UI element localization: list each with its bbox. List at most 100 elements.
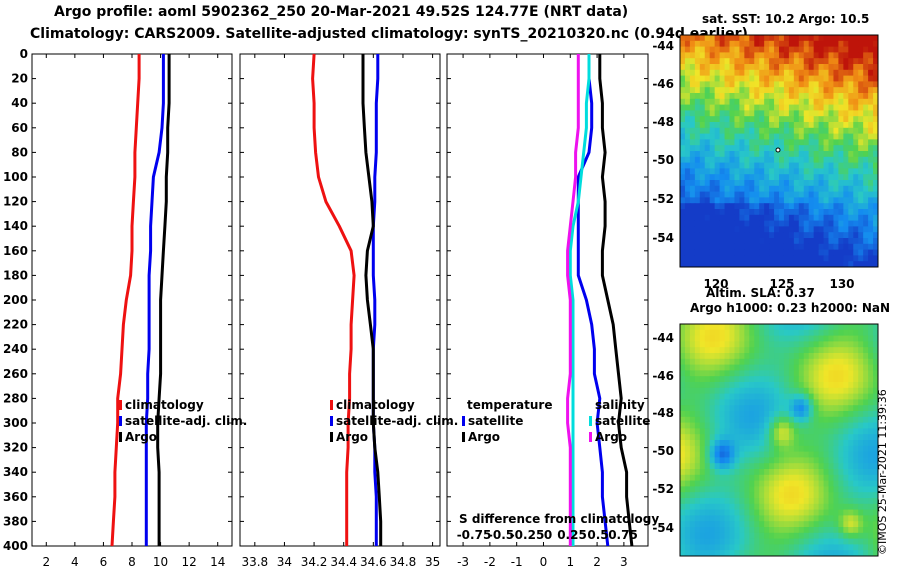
map-cell <box>833 463 839 470</box>
map-cell <box>769 527 775 534</box>
map-cell <box>873 370 879 377</box>
map-cell <box>873 457 879 464</box>
map-cell <box>744 87 750 94</box>
map-cell <box>734 324 740 331</box>
map-cell <box>739 411 745 418</box>
map-cell <box>818 127 825 135</box>
map-cell <box>709 191 716 198</box>
map-cell <box>694 52 701 59</box>
map-cell <box>828 515 834 522</box>
map-cell <box>853 174 859 181</box>
map-cell <box>848 87 854 94</box>
map-cell <box>828 445 834 453</box>
map-cell <box>719 98 726 106</box>
map-cell <box>759 324 765 331</box>
map-cell <box>739 329 745 337</box>
map-cell <box>704 52 711 59</box>
map-cell <box>813 255 820 262</box>
map-cell <box>779 457 785 464</box>
y-tick-label: 40 <box>11 96 28 110</box>
map-cell <box>808 98 815 106</box>
map-cell <box>724 151 730 158</box>
map-cell <box>808 445 815 453</box>
map-cell <box>853 40 859 48</box>
map-cell <box>798 422 805 429</box>
map-cell <box>803 116 810 123</box>
map-cell <box>823 382 829 389</box>
map-cell <box>680 440 686 447</box>
map-cell <box>853 139 859 146</box>
map-cell <box>788 544 795 551</box>
map-cell <box>709 174 716 181</box>
map-cell <box>818 382 825 389</box>
map-cell <box>808 509 815 516</box>
map-cell <box>699 445 706 453</box>
s-tick-label: -0.75 <box>457 528 492 542</box>
map-cell <box>863 509 869 516</box>
map-cell <box>729 509 735 516</box>
map-cell <box>868 174 874 181</box>
x-tick-label: 4 <box>71 555 79 569</box>
map-cell <box>694 214 701 222</box>
map-cell <box>833 93 839 100</box>
map-cell <box>818 347 825 354</box>
map-cell <box>734 151 740 158</box>
map-cell <box>734 515 740 522</box>
map-cell <box>798 538 805 545</box>
map-cell <box>774 156 780 164</box>
map-cell <box>754 434 760 441</box>
map-cell <box>694 347 701 354</box>
map-cell <box>783 416 790 424</box>
map-cell <box>689 139 696 146</box>
map-cell <box>863 174 869 181</box>
map-cell <box>724 370 730 377</box>
map-cell <box>739 35 745 42</box>
map-cell <box>788 197 795 204</box>
map-cell <box>779 329 785 337</box>
map-cell <box>734 509 740 516</box>
map-cell <box>764 261 770 268</box>
map-cell <box>848 238 854 245</box>
map-cell <box>793 393 800 400</box>
map-cell <box>689 255 696 262</box>
map-cell <box>779 203 785 210</box>
map-cell <box>754 174 760 181</box>
map-cell <box>739 46 745 53</box>
map-cell <box>764 156 770 164</box>
map-cell <box>724 538 730 545</box>
map-cell <box>719 214 726 222</box>
map-cell <box>828 261 834 268</box>
map-cell <box>823 515 829 522</box>
map-cell <box>734 364 740 371</box>
map-cell <box>704 324 711 331</box>
map-cell <box>798 544 805 551</box>
map-cell <box>813 451 820 458</box>
map-cell <box>749 474 755 482</box>
map-cell <box>739 249 745 256</box>
map-cell <box>833 550 839 557</box>
map-cell <box>803 104 810 111</box>
map-cell <box>788 422 795 429</box>
map-cell <box>714 58 721 65</box>
map-cell <box>734 87 740 94</box>
map-cell <box>729 416 735 424</box>
map-cell <box>684 492 691 499</box>
map-cell <box>769 492 775 499</box>
map-cell <box>699 139 706 146</box>
map-cell <box>838 226 844 233</box>
map-cell <box>848 509 854 516</box>
map-cell <box>764 532 770 540</box>
map-cell <box>868 168 874 175</box>
map-cell <box>833 185 839 193</box>
map-cell <box>823 329 829 337</box>
map-cell <box>714 249 721 256</box>
map-cell <box>823 399 829 406</box>
map-cell <box>684 341 691 348</box>
map-cell <box>709 226 716 233</box>
map-cell <box>680 162 686 169</box>
map-cell <box>689 440 696 447</box>
map-cell <box>793 532 800 540</box>
map-cell <box>798 492 805 499</box>
map-cell <box>699 52 706 59</box>
map-cell <box>833 376 839 383</box>
